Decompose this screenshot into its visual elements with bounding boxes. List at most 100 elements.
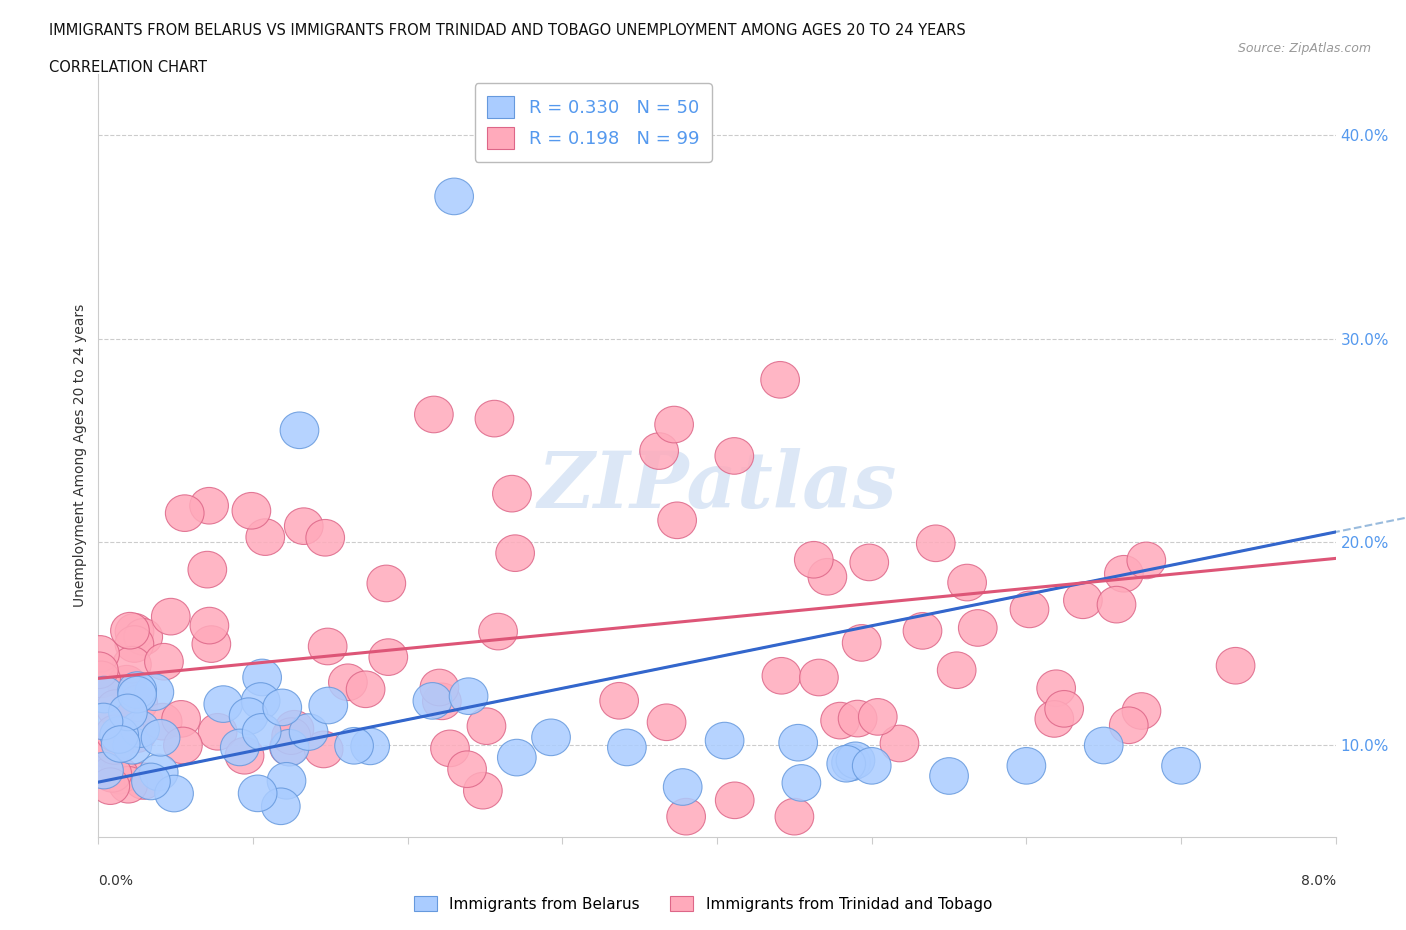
Ellipse shape	[938, 652, 976, 688]
Ellipse shape	[367, 565, 406, 602]
Ellipse shape	[716, 438, 754, 474]
Ellipse shape	[762, 658, 801, 694]
Ellipse shape	[242, 713, 281, 751]
Ellipse shape	[647, 704, 686, 740]
Ellipse shape	[607, 729, 647, 765]
Ellipse shape	[124, 763, 163, 799]
Ellipse shape	[496, 535, 534, 571]
Ellipse shape	[115, 614, 153, 650]
Legend: Immigrants from Belarus, Immigrants from Trinidad and Tobago: Immigrants from Belarus, Immigrants from…	[408, 889, 998, 918]
Ellipse shape	[415, 396, 453, 432]
Ellipse shape	[143, 703, 181, 740]
Ellipse shape	[498, 739, 536, 776]
Ellipse shape	[307, 520, 344, 556]
Ellipse shape	[242, 683, 280, 719]
Ellipse shape	[761, 362, 800, 398]
Ellipse shape	[849, 544, 889, 580]
Ellipse shape	[309, 687, 347, 724]
Ellipse shape	[163, 727, 202, 764]
Ellipse shape	[280, 412, 319, 448]
Ellipse shape	[84, 703, 122, 739]
Ellipse shape	[139, 754, 179, 790]
Ellipse shape	[100, 757, 139, 794]
Ellipse shape	[111, 612, 149, 649]
Ellipse shape	[1010, 591, 1049, 628]
Ellipse shape	[852, 748, 891, 784]
Ellipse shape	[1109, 707, 1149, 744]
Ellipse shape	[107, 665, 146, 702]
Ellipse shape	[434, 179, 474, 215]
Ellipse shape	[430, 730, 470, 766]
Ellipse shape	[284, 508, 323, 544]
Ellipse shape	[238, 775, 277, 812]
Ellipse shape	[716, 782, 754, 818]
Ellipse shape	[270, 729, 308, 765]
Ellipse shape	[335, 727, 374, 764]
Ellipse shape	[1035, 700, 1074, 737]
Text: 8.0%: 8.0%	[1301, 873, 1336, 887]
Text: 0.0%: 0.0%	[98, 873, 134, 887]
Ellipse shape	[91, 768, 129, 804]
Ellipse shape	[112, 646, 152, 683]
Ellipse shape	[82, 661, 121, 698]
Ellipse shape	[108, 766, 148, 803]
Ellipse shape	[271, 718, 311, 754]
Ellipse shape	[782, 764, 821, 802]
Ellipse shape	[531, 719, 571, 756]
Ellipse shape	[132, 764, 170, 800]
Ellipse shape	[232, 493, 271, 529]
Ellipse shape	[447, 751, 486, 788]
Ellipse shape	[270, 729, 309, 766]
Ellipse shape	[262, 788, 299, 825]
Ellipse shape	[97, 690, 135, 726]
Ellipse shape	[917, 525, 955, 562]
Ellipse shape	[80, 652, 118, 688]
Ellipse shape	[420, 670, 458, 706]
Ellipse shape	[190, 487, 228, 524]
Text: Source: ZipAtlas.com: Source: ZipAtlas.com	[1237, 42, 1371, 55]
Ellipse shape	[263, 689, 302, 725]
Ellipse shape	[162, 700, 201, 737]
Ellipse shape	[640, 432, 679, 470]
Ellipse shape	[827, 746, 866, 782]
Ellipse shape	[1122, 693, 1161, 729]
Ellipse shape	[1128, 542, 1166, 578]
Ellipse shape	[198, 713, 238, 751]
Ellipse shape	[903, 613, 942, 649]
Ellipse shape	[166, 495, 204, 531]
Ellipse shape	[304, 731, 343, 768]
Ellipse shape	[80, 635, 120, 672]
Ellipse shape	[655, 406, 693, 443]
Text: CORRELATION CHART: CORRELATION CHART	[49, 60, 207, 75]
Ellipse shape	[368, 639, 408, 675]
Ellipse shape	[193, 626, 231, 662]
Ellipse shape	[821, 702, 859, 739]
Ellipse shape	[96, 727, 134, 764]
Ellipse shape	[308, 628, 347, 665]
Ellipse shape	[225, 737, 264, 774]
Ellipse shape	[118, 676, 156, 713]
Ellipse shape	[1084, 727, 1123, 764]
Ellipse shape	[478, 613, 517, 650]
Ellipse shape	[959, 610, 997, 646]
Ellipse shape	[141, 720, 180, 756]
Ellipse shape	[90, 733, 129, 769]
Ellipse shape	[600, 683, 638, 719]
Ellipse shape	[423, 683, 461, 720]
Ellipse shape	[204, 685, 243, 723]
Ellipse shape	[96, 715, 135, 751]
Ellipse shape	[1161, 748, 1201, 784]
Text: IMMIGRANTS FROM BELARUS VS IMMIGRANTS FROM TRINIDAD AND TOBAGO UNEMPLOYMENT AMON: IMMIGRANTS FROM BELARUS VS IMMIGRANTS FR…	[49, 23, 966, 38]
Ellipse shape	[346, 671, 385, 708]
Ellipse shape	[1045, 691, 1084, 727]
Ellipse shape	[1216, 647, 1256, 684]
Ellipse shape	[100, 717, 139, 753]
Ellipse shape	[837, 742, 875, 778]
Ellipse shape	[658, 502, 696, 538]
Y-axis label: Unemployment Among Ages 20 to 24 years: Unemployment Among Ages 20 to 24 years	[73, 304, 87, 607]
Ellipse shape	[120, 685, 157, 722]
Ellipse shape	[135, 674, 174, 711]
Ellipse shape	[145, 644, 183, 680]
Ellipse shape	[464, 773, 502, 809]
Legend: R = 0.330   N = 50, R = 0.198   N = 99: R = 0.330 N = 50, R = 0.198 N = 99	[475, 84, 711, 162]
